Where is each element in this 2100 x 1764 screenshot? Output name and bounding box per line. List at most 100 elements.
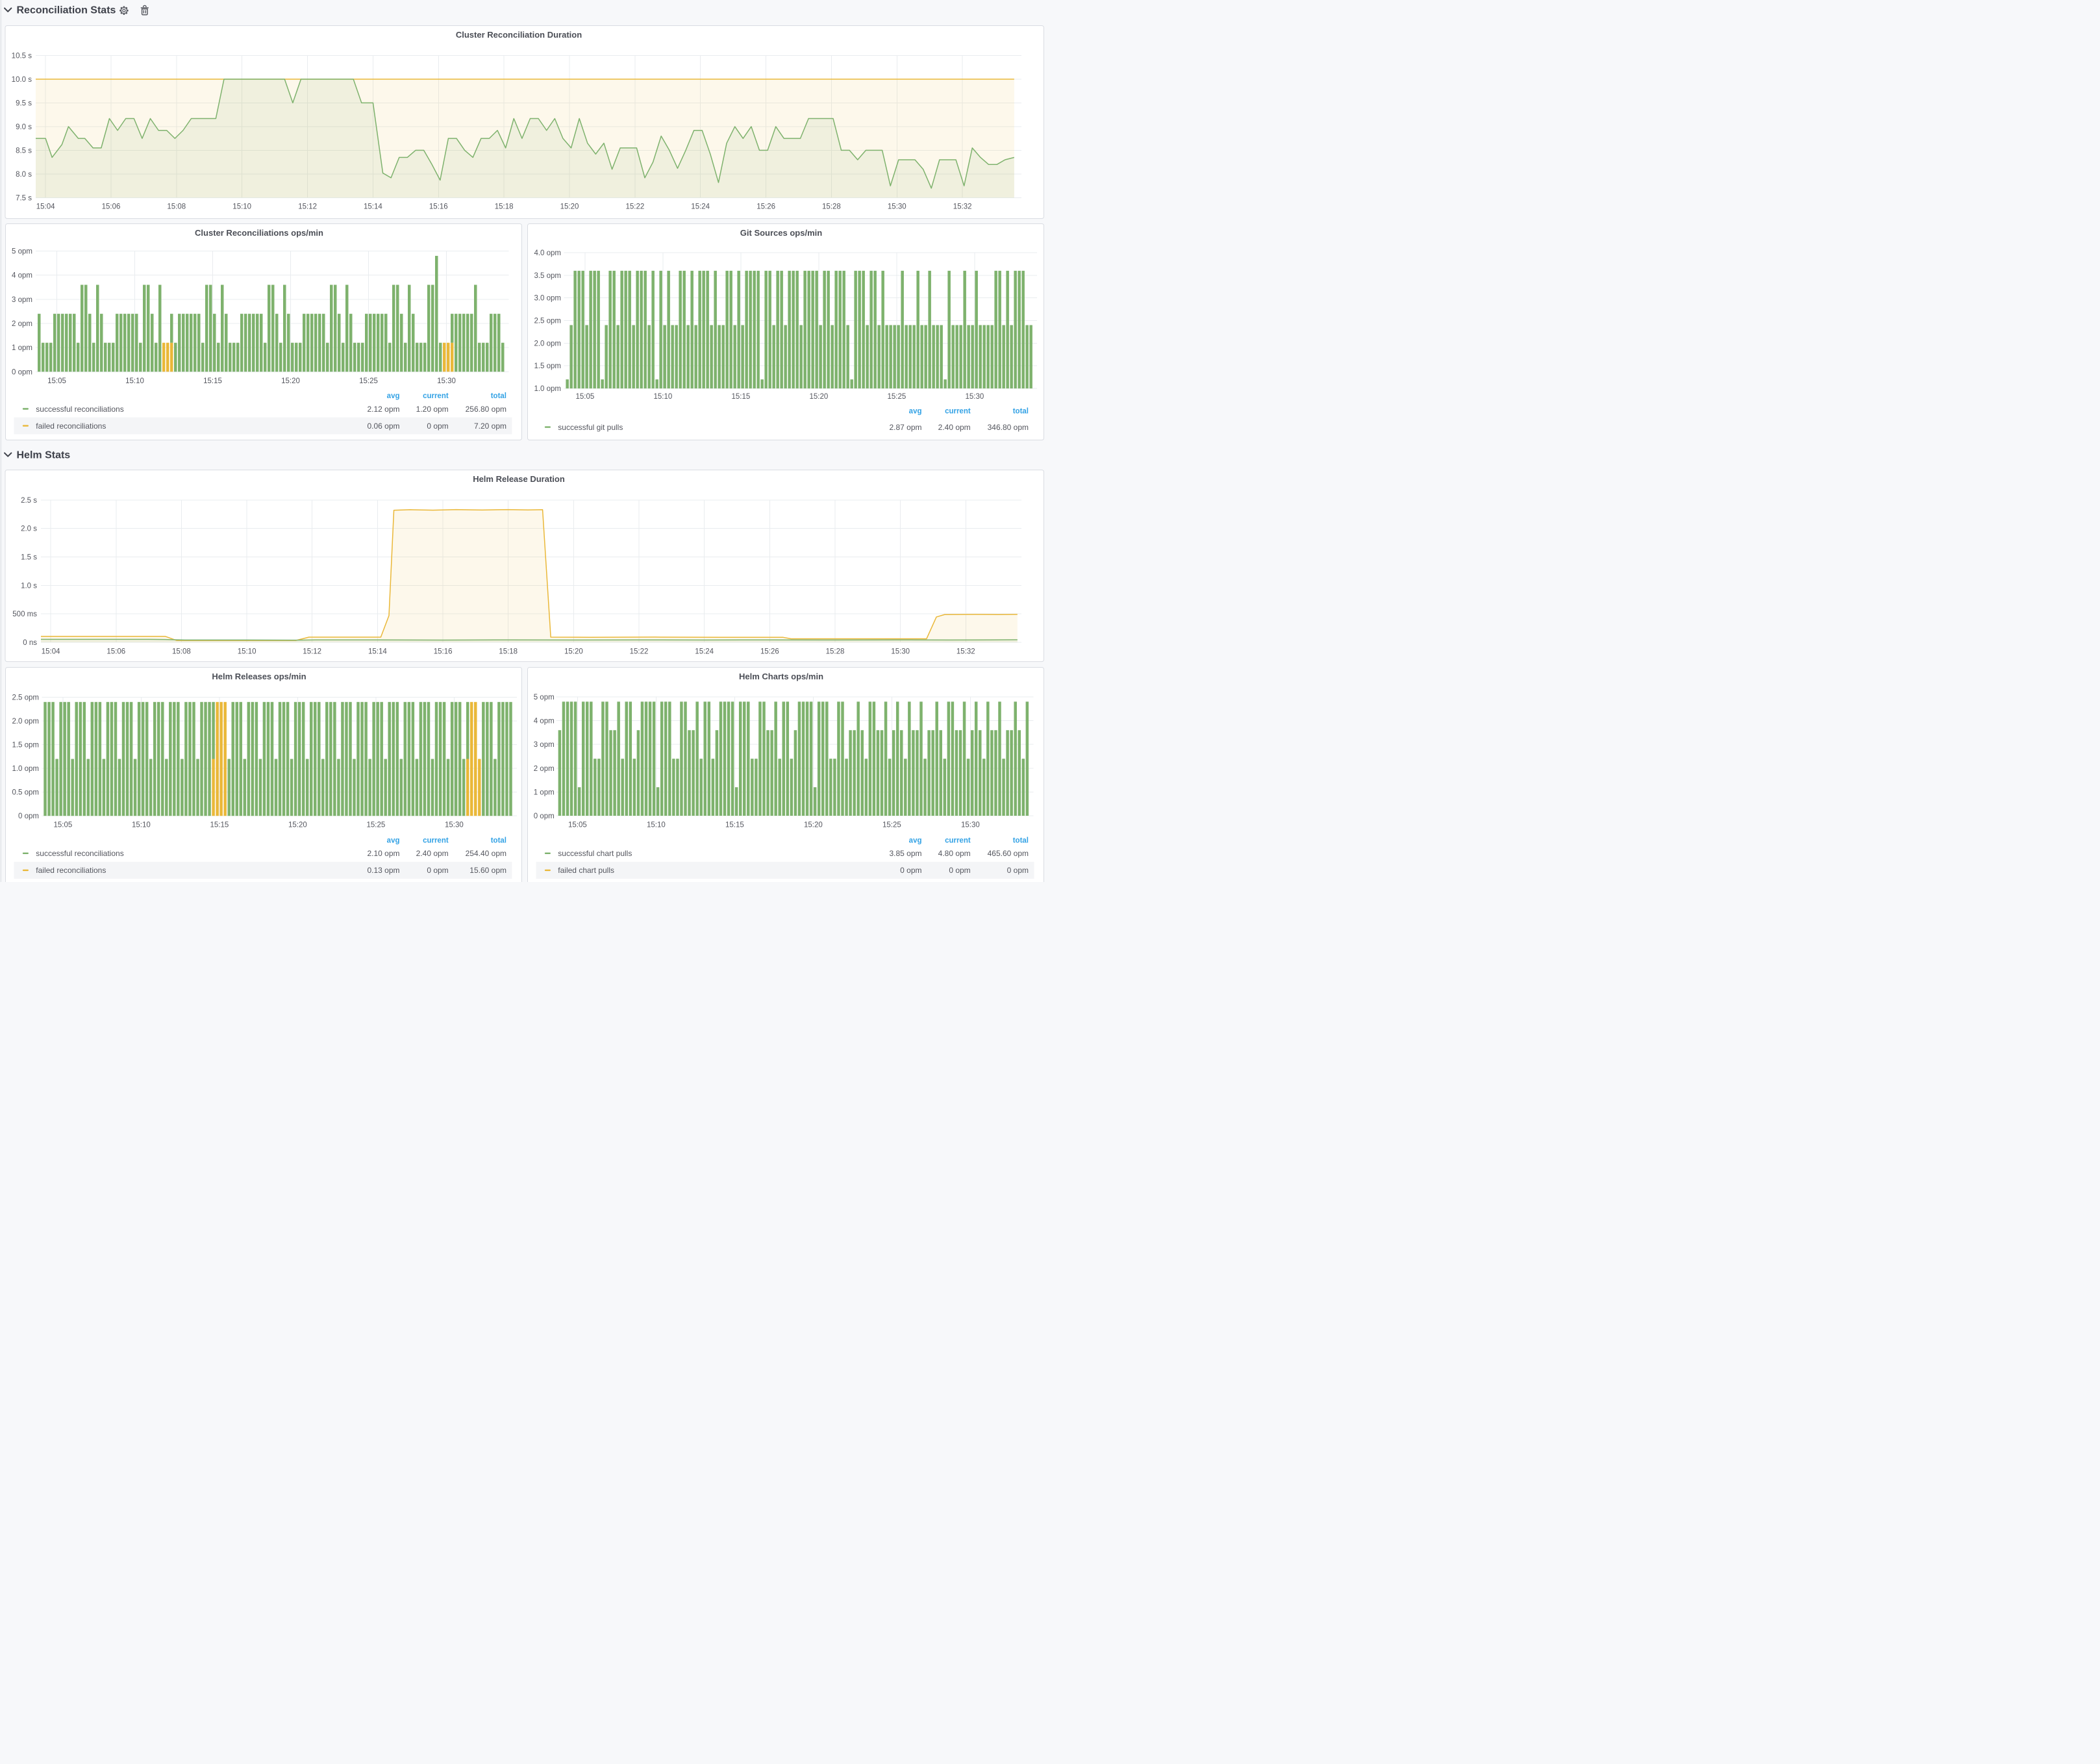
svg-text:1.5 opm: 1.5 opm bbox=[534, 362, 561, 370]
svg-text:2.12 opm: 2.12 opm bbox=[367, 405, 399, 414]
svg-text:15:16: 15:16 bbox=[429, 203, 448, 210]
svg-text:4.0 opm: 4.0 opm bbox=[534, 249, 561, 257]
svg-text:Helm Charts ops/min: Helm Charts ops/min bbox=[739, 672, 823, 681]
svg-text:1.0 s: 1.0 s bbox=[21, 582, 37, 590]
svg-text:256.80 opm: 256.80 opm bbox=[466, 405, 506, 414]
svg-text:0 opm: 0 opm bbox=[427, 422, 448, 431]
svg-text:Git Sources ops/min: Git Sources ops/min bbox=[740, 228, 822, 238]
svg-text:10.0 s: 10.0 s bbox=[12, 76, 32, 84]
svg-text:7.5 s: 7.5 s bbox=[16, 194, 32, 202]
svg-text:2.0 opm: 2.0 opm bbox=[534, 340, 561, 347]
svg-text:15:10: 15:10 bbox=[654, 393, 673, 401]
svg-text:4 opm: 4 opm bbox=[12, 272, 32, 280]
svg-text:2.5 opm: 2.5 opm bbox=[12, 694, 39, 702]
svg-text:15:15: 15:15 bbox=[725, 822, 744, 829]
svg-text:15:25: 15:25 bbox=[359, 377, 378, 385]
svg-text:15:08: 15:08 bbox=[172, 648, 191, 656]
svg-text:total: total bbox=[491, 392, 506, 400]
svg-text:successful reconciliations: successful reconciliations bbox=[36, 849, 123, 858]
svg-text:2.0 opm: 2.0 opm bbox=[12, 718, 39, 725]
svg-text:8.5 s: 8.5 s bbox=[16, 147, 32, 155]
svg-text:1.5 s: 1.5 s bbox=[21, 554, 37, 562]
svg-text:15.60 opm: 15.60 opm bbox=[469, 866, 506, 875]
svg-text:2.5 opm: 2.5 opm bbox=[534, 318, 561, 325]
svg-text:15:05: 15:05 bbox=[568, 822, 587, 829]
svg-text:15:10: 15:10 bbox=[238, 648, 256, 656]
svg-text:15:24: 15:24 bbox=[695, 648, 714, 656]
svg-text:Helm Stats: Helm Stats bbox=[17, 450, 71, 461]
svg-text:avg: avg bbox=[909, 408, 922, 416]
svg-text:0 opm: 0 opm bbox=[18, 813, 39, 820]
svg-text:15:12: 15:12 bbox=[298, 203, 317, 210]
svg-text:0 opm: 0 opm bbox=[534, 813, 555, 820]
svg-text:1 opm: 1 opm bbox=[534, 788, 555, 796]
svg-text:3.5 opm: 3.5 opm bbox=[534, 272, 561, 280]
svg-text:15:25: 15:25 bbox=[367, 821, 386, 829]
svg-text:15:30: 15:30 bbox=[888, 203, 906, 210]
svg-text:1.20 opm: 1.20 opm bbox=[416, 405, 449, 414]
svg-text:2.0 s: 2.0 s bbox=[21, 525, 37, 533]
svg-text:total: total bbox=[1013, 837, 1029, 844]
svg-text:Cluster Reconciliations ops/mi: Cluster Reconciliations ops/min bbox=[195, 228, 323, 238]
svg-text:15:20: 15:20 bbox=[564, 648, 583, 656]
svg-text:15:16: 15:16 bbox=[434, 648, 453, 656]
svg-text:2.87 opm: 2.87 opm bbox=[889, 423, 921, 432]
svg-text:15:26: 15:26 bbox=[760, 648, 779, 656]
svg-text:failed chart pulls: failed chart pulls bbox=[558, 866, 614, 875]
svg-text:15:15: 15:15 bbox=[732, 393, 751, 401]
svg-text:15:15: 15:15 bbox=[203, 377, 222, 385]
svg-text:15:10: 15:10 bbox=[232, 203, 251, 210]
svg-text:0 opm: 0 opm bbox=[12, 368, 32, 376]
svg-text:current: current bbox=[423, 837, 449, 844]
svg-text:5 opm: 5 opm bbox=[534, 694, 555, 701]
svg-text:Cluster Reconciliation Duratio: Cluster Reconciliation Duration bbox=[456, 30, 582, 40]
svg-text:15:30: 15:30 bbox=[891, 648, 910, 656]
svg-text:7.20 opm: 7.20 opm bbox=[474, 422, 506, 431]
svg-text:15:10: 15:10 bbox=[132, 821, 151, 829]
svg-text:15:28: 15:28 bbox=[826, 648, 845, 656]
svg-text:Helm Releases ops/min: Helm Releases ops/min bbox=[212, 672, 306, 681]
svg-text:successful reconciliations: successful reconciliations bbox=[36, 405, 123, 414]
svg-text:15:14: 15:14 bbox=[364, 203, 382, 210]
svg-text:15:20: 15:20 bbox=[810, 393, 829, 401]
svg-text:0 ns: 0 ns bbox=[23, 639, 37, 647]
svg-text:15:10: 15:10 bbox=[647, 822, 666, 829]
svg-text:15:24: 15:24 bbox=[691, 203, 710, 210]
svg-text:15:05: 15:05 bbox=[47, 377, 66, 385]
svg-text:3 opm: 3 opm bbox=[534, 741, 555, 749]
svg-text:15:32: 15:32 bbox=[953, 203, 972, 210]
svg-text:1 opm: 1 opm bbox=[12, 344, 32, 352]
svg-text:current: current bbox=[945, 837, 971, 844]
svg-text:15:12: 15:12 bbox=[303, 648, 321, 656]
svg-text:total: total bbox=[1013, 408, 1029, 416]
svg-text:15:15: 15:15 bbox=[210, 821, 229, 829]
svg-text:15:30: 15:30 bbox=[961, 822, 980, 829]
svg-text:1.0 opm: 1.0 opm bbox=[534, 385, 561, 393]
svg-text:total: total bbox=[491, 837, 506, 844]
svg-text:0.13 opm: 0.13 opm bbox=[367, 866, 399, 875]
svg-text:15:05: 15:05 bbox=[54, 821, 73, 829]
svg-text:Reconciliation Stats: Reconciliation Stats bbox=[17, 5, 116, 16]
svg-text:15:22: 15:22 bbox=[630, 648, 649, 656]
svg-text:current: current bbox=[423, 392, 449, 400]
svg-text:10.5 s: 10.5 s bbox=[12, 52, 32, 60]
svg-text:15:20: 15:20 bbox=[804, 822, 823, 829]
svg-text:15:30: 15:30 bbox=[437, 377, 456, 385]
svg-text:3.85 opm: 3.85 opm bbox=[889, 849, 921, 858]
svg-text:3.0 opm: 3.0 opm bbox=[534, 295, 561, 303]
svg-text:15:28: 15:28 bbox=[822, 203, 841, 210]
svg-text:15:18: 15:18 bbox=[499, 648, 518, 656]
svg-text:15:05: 15:05 bbox=[576, 393, 595, 401]
svg-text:5 opm: 5 opm bbox=[12, 248, 32, 256]
svg-text:15:06: 15:06 bbox=[102, 203, 121, 210]
svg-text:failed reconciliations: failed reconciliations bbox=[36, 866, 106, 875]
svg-text:15:30: 15:30 bbox=[966, 393, 984, 401]
svg-text:2 opm: 2 opm bbox=[12, 320, 32, 328]
svg-text:0.5 opm: 0.5 opm bbox=[12, 789, 39, 797]
svg-text:0.06 opm: 0.06 opm bbox=[367, 422, 399, 431]
svg-text:254.40 opm: 254.40 opm bbox=[466, 849, 506, 858]
svg-text:15:22: 15:22 bbox=[626, 203, 645, 210]
svg-text:2.40 opm: 2.40 opm bbox=[938, 423, 971, 432]
svg-text:15:26: 15:26 bbox=[756, 203, 775, 210]
svg-text:15:04: 15:04 bbox=[36, 203, 55, 210]
